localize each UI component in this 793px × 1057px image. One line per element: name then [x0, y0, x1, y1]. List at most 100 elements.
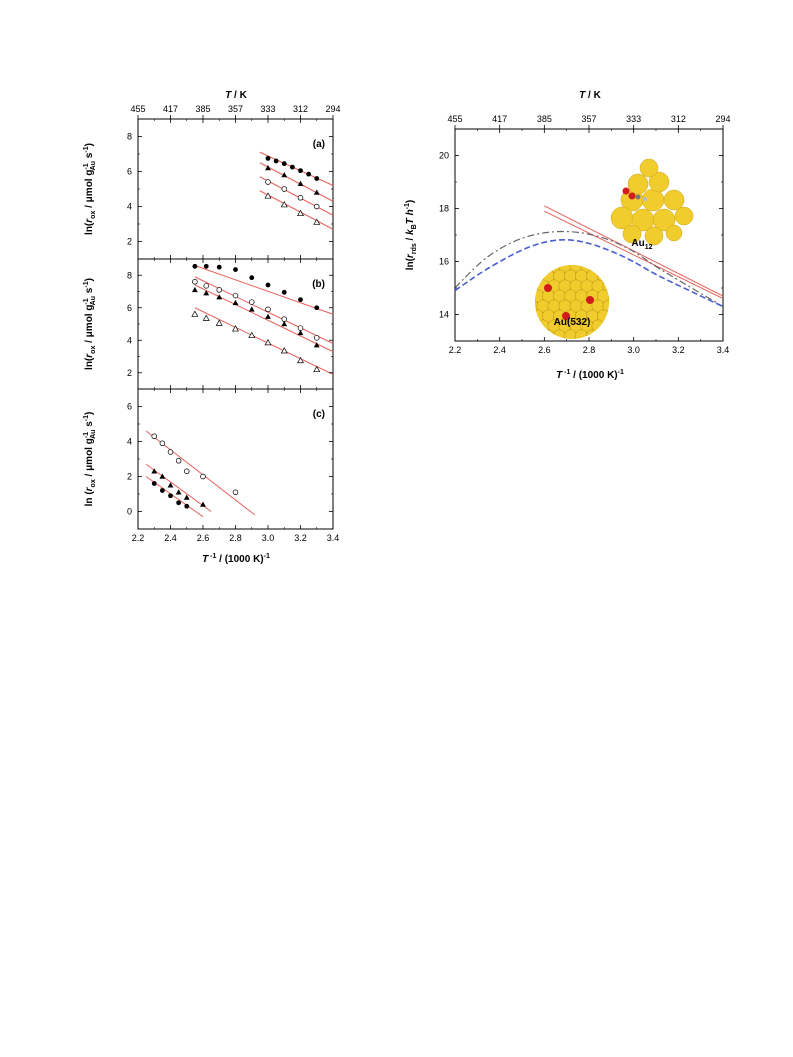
data-point	[297, 195, 304, 201]
gold-atom	[622, 224, 642, 244]
data-point	[203, 290, 210, 296]
y-tick-label: 0	[127, 507, 132, 517]
panel-label: (b)	[312, 279, 325, 290]
data-point	[203, 283, 210, 289]
data-point	[192, 263, 198, 269]
y-tick-label: 2	[127, 237, 132, 247]
gold-atom	[597, 289, 609, 303]
data-point	[289, 164, 295, 170]
plot-frame	[137, 388, 334, 530]
fit-line	[259, 190, 334, 230]
data-point	[151, 481, 157, 486]
top-tick-label: 294	[325, 104, 340, 114]
top-tick-label: 385	[195, 104, 210, 114]
gold-atom	[536, 319, 550, 333]
data-point	[216, 287, 223, 293]
carbon-atom	[635, 194, 641, 200]
x-axis-title: T -1 / (1000 K)-1	[556, 369, 624, 381]
data-point	[281, 186, 288, 192]
data-point	[183, 494, 190, 500]
panel-a: 2 4 6 8 455 417 385 357 333 312 294 (a)	[127, 104, 341, 260]
y-tick-label: 8	[127, 132, 132, 142]
top-tick-label: 294	[715, 114, 730, 124]
plot-frame	[137, 118, 334, 260]
fit-line	[145, 463, 212, 512]
plot-frame	[137, 258, 334, 390]
data-point	[215, 319, 223, 326]
oxygen-atom	[622, 187, 630, 195]
gold-atom	[535, 279, 539, 293]
fit-line	[259, 151, 334, 186]
data-point	[297, 329, 304, 336]
data-point	[306, 171, 312, 177]
data-point	[151, 433, 158, 440]
x-tick-label: 3.4	[717, 345, 730, 355]
y-axis-title: ln(rox / μmol g-1Au s-1)	[83, 143, 97, 235]
top-tick-label: 357	[581, 114, 596, 124]
data-point	[167, 482, 174, 488]
data-point	[298, 168, 303, 174]
top-axis-title: T / K	[579, 90, 601, 101]
gold-atom	[536, 265, 550, 273]
top-tick-label: 455	[447, 114, 462, 124]
x-tick-label: 2.2	[449, 345, 462, 355]
top-tick-label: 333	[260, 104, 275, 114]
data-point	[191, 310, 199, 317]
gold-atom	[665, 224, 683, 242]
top-tick-label: 385	[537, 114, 552, 124]
data-point	[159, 488, 165, 493]
y-tick-label: 14	[439, 310, 449, 320]
data-point	[248, 331, 256, 338]
data-point	[191, 286, 198, 293]
data-point	[281, 289, 287, 295]
top-tick-label: 455	[130, 104, 145, 114]
data-point	[233, 267, 238, 272]
gold-atom	[553, 329, 566, 339]
series-solid-red	[544, 210, 723, 300]
x-tick-label: 2.6	[538, 345, 551, 355]
data-point	[167, 449, 174, 455]
y-tick-label: 2	[127, 472, 132, 482]
curves	[455, 205, 723, 308]
gold-atom	[564, 329, 577, 339]
data-point	[281, 161, 287, 167]
x-tick-label: 3.2	[672, 345, 685, 355]
data-point	[159, 473, 166, 479]
panel-label: (c)	[313, 409, 325, 420]
y-tick-label: 20	[439, 151, 449, 161]
gold-atom	[591, 265, 605, 273]
data-point	[280, 347, 288, 354]
data-point	[297, 180, 304, 186]
gold-atom	[652, 208, 676, 232]
oxygen-atom	[562, 312, 570, 320]
gold-atom	[608, 309, 609, 323]
data-point	[265, 282, 271, 288]
data-point	[280, 201, 288, 208]
top-tick-label: 417	[492, 114, 507, 124]
x-tick-label: 3.4	[327, 533, 340, 543]
y-axis-title: ln(rox / μmol g-1Au s-1)	[83, 278, 97, 370]
data-point	[200, 473, 206, 480]
y-tick-label: 6	[127, 167, 132, 177]
fit-line	[259, 162, 334, 202]
inset-au12-cluster: Au12	[610, 158, 694, 251]
panel-label: (a)	[313, 139, 325, 150]
data-point	[168, 493, 173, 499]
y-tick-label: 4	[127, 335, 132, 345]
data-point	[200, 501, 206, 507]
top-axis-title: T / K	[225, 90, 247, 101]
gold-atom	[602, 319, 609, 333]
data-point	[232, 299, 239, 306]
y-axis-title: ln (rox / μmol g-1Au s-1)	[83, 412, 97, 507]
inset-au532-surface: Au(532)	[535, 265, 609, 339]
gold-atom	[597, 329, 609, 339]
data-point	[265, 313, 271, 319]
gold-atom	[627, 173, 649, 195]
gold-atom	[608, 269, 609, 283]
data-point	[202, 314, 210, 321]
x-tick-label: 3.0	[627, 345, 640, 355]
panel-c: 0 2 4 6 2.2 2.4 2.6 2.8 3.0 3.2 3.4 (c)	[127, 388, 340, 543]
data-point	[265, 155, 271, 161]
data-point	[297, 209, 304, 217]
